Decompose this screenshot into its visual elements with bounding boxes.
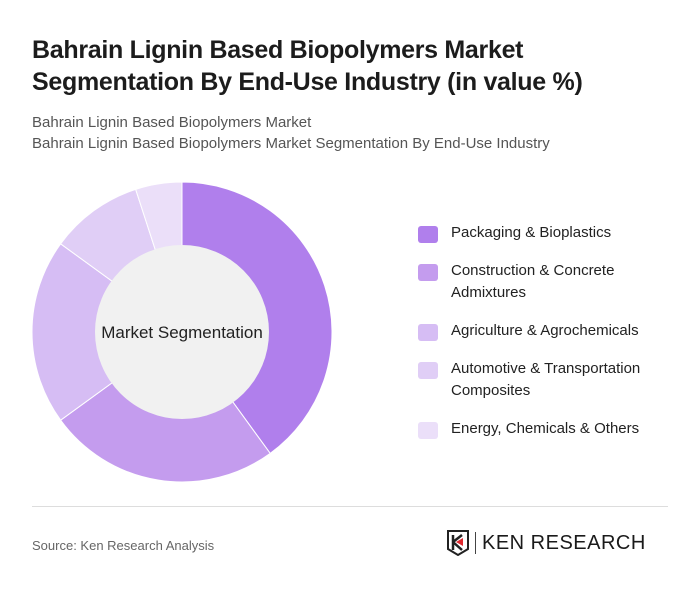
- legend-label: Automotive & Transportation Composites: [451, 360, 641, 399]
- legend-label: Agriculture & Agrochemicals: [451, 322, 639, 339]
- legend-swatch: [418, 422, 438, 439]
- divider: [32, 506, 668, 507]
- legend-item[interactable]: Construction & Concrete Admixtures: [418, 260, 688, 304]
- legend-item[interactable]: Energy, Chemicals & Others: [418, 418, 688, 440]
- ken-research-logo: KEN RESEARCH: [447, 530, 646, 556]
- donut-chart: Market Segmentation: [31, 181, 333, 483]
- logo-icon: [447, 530, 469, 556]
- legend-swatch: [418, 324, 438, 341]
- source-note: Source: Ken Research Analysis: [32, 538, 215, 553]
- legend-label: Packaging & Bioplastics: [451, 224, 612, 241]
- legend-swatch: [418, 226, 438, 243]
- legend-item[interactable]: Agriculture & Agrochemicals: [418, 320, 688, 342]
- chart-title: Bahrain Lignin Based Biopolymers Market …: [32, 36, 583, 96]
- center-label: Market Segmentation: [101, 323, 263, 342]
- legend-swatch: [418, 362, 438, 379]
- chart-subtitle-2: Bahrain Lignin Based Biopolymers Market …: [32, 135, 550, 152]
- legend-swatch: [418, 264, 438, 281]
- legend-item[interactable]: Packaging & Bioplastics: [418, 222, 688, 244]
- legend-label: Construction & Concrete Admixtures: [451, 262, 615, 301]
- donut-center: [95, 245, 269, 419]
- legend-label: Energy, Chemicals & Others: [451, 420, 640, 437]
- legend: Packaging & Bioplastics Construction & Co…: [418, 222, 688, 456]
- legend-item[interactable]: Automotive & Transportation Composites: [418, 358, 688, 402]
- logo-text: KEN RESEARCH: [482, 531, 646, 554]
- chart-subtitle: Bahrain Lignin Based Biopolymers Market: [32, 114, 312, 131]
